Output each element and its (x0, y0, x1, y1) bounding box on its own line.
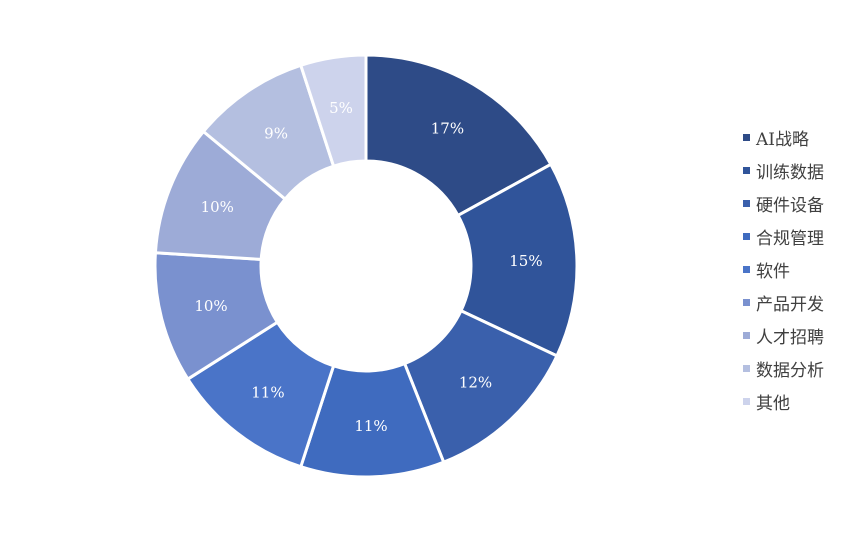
legend-label: AI战略 (756, 130, 809, 150)
legend-item: 人才招聘 (743, 319, 848, 352)
legend-label: 其他 (756, 394, 790, 414)
legend-swatch (743, 398, 750, 405)
slice-label-2: 15% (509, 252, 542, 270)
legend-label: 训练数据 (756, 163, 824, 183)
legend-label: 软件 (756, 262, 790, 282)
chart-legend: AI战略训练数据硬件设备合规管理软件产品开发人才招聘数据分析其他 (743, 121, 848, 418)
legend-label: 数据分析 (756, 361, 824, 381)
slice-1 (364, 53, 553, 217)
slice-label-8: 9% (264, 125, 288, 143)
legend-label: 硬件设备 (756, 196, 824, 216)
legend-item: 软件 (743, 253, 848, 286)
slice-9 (299, 53, 368, 168)
slice-labels: 17% 15% 12% 11% 11% 10% 10% 9% 5% (194, 99, 542, 435)
legend-swatch (743, 134, 750, 141)
legend-item: AI战略 (743, 121, 848, 154)
legend-swatch (743, 200, 750, 207)
legend-swatch (743, 266, 750, 273)
slice-label-4: 11% (354, 417, 387, 435)
legend-item: 数据分析 (743, 352, 848, 385)
legend-item: 产品开发 (743, 286, 848, 319)
slice-label-6: 10% (194, 297, 227, 315)
legend-label: 人才招聘 (756, 328, 824, 348)
legend-swatch (743, 233, 750, 240)
legend-item: 合规管理 (743, 220, 848, 253)
slice-label-7: 10% (201, 198, 234, 216)
slice-label-9: 5% (329, 99, 353, 117)
slice-label-5: 11% (251, 383, 284, 401)
legend-item: 训练数据 (743, 154, 848, 187)
slice-label-3: 12% (459, 374, 492, 392)
legend-label: 合规管理 (756, 229, 824, 249)
legend-swatch (743, 365, 750, 372)
legend-swatch (743, 332, 750, 339)
legend-label: 产品开发 (756, 295, 824, 315)
legend-swatch (743, 299, 750, 306)
donut-slices (153, 53, 579, 479)
legend-item: 硬件设备 (743, 187, 848, 220)
legend-swatch (743, 167, 750, 174)
slice-label-1: 17% (431, 119, 464, 137)
legend-item: 其他 (743, 385, 848, 418)
slice-2 (456, 162, 579, 358)
